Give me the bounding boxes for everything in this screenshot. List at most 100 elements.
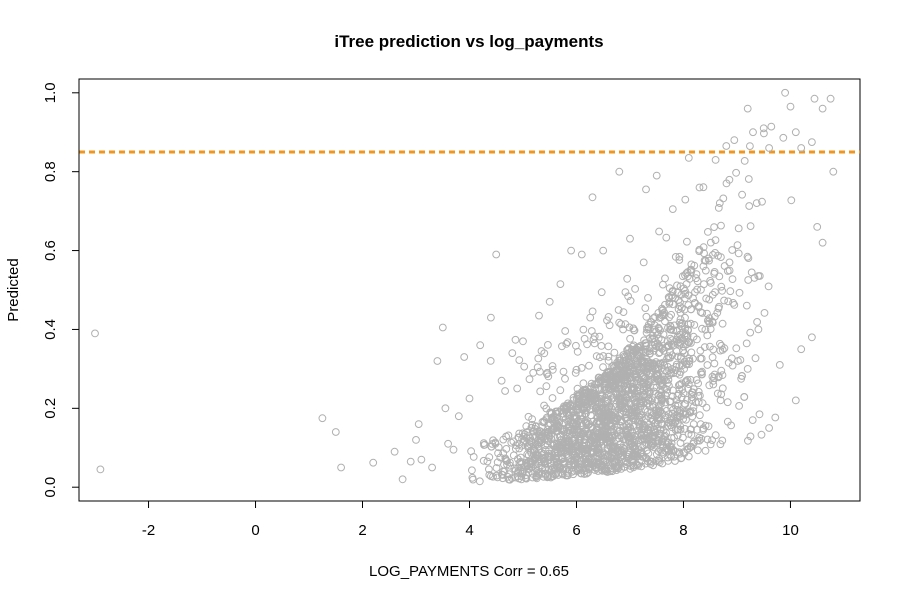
data-point <box>677 354 685 363</box>
data-point <box>699 243 708 252</box>
data-point <box>657 359 665 368</box>
data-point <box>558 454 567 463</box>
data-point <box>738 372 746 380</box>
data-point <box>515 440 524 449</box>
data-point <box>654 324 663 333</box>
data-point <box>652 450 661 459</box>
data-point <box>571 448 580 457</box>
data-point <box>661 446 670 455</box>
data-point <box>716 440 725 449</box>
data-point <box>544 437 553 446</box>
data-point <box>635 375 644 384</box>
data-point <box>575 436 584 445</box>
data-point <box>642 328 651 337</box>
data-point <box>543 428 552 436</box>
data-point <box>791 396 800 405</box>
data-point <box>524 464 533 473</box>
data-point <box>703 331 712 340</box>
data-point <box>684 154 693 162</box>
data-point <box>717 221 725 230</box>
data-point <box>369 458 378 467</box>
data-point <box>604 342 613 351</box>
data-point <box>543 441 552 450</box>
data-point <box>699 183 708 192</box>
data-point <box>575 439 584 448</box>
data-point <box>657 391 666 400</box>
data-point <box>575 397 584 406</box>
data-point <box>743 365 752 373</box>
data-point <box>417 455 426 464</box>
data-point <box>555 408 564 416</box>
data-point <box>621 385 630 394</box>
data-point <box>596 386 604 395</box>
data-point <box>681 410 690 419</box>
data-point <box>709 251 717 259</box>
data-point <box>684 320 693 329</box>
data-point <box>711 236 720 245</box>
data-point <box>753 318 761 326</box>
data-point <box>614 463 623 472</box>
data-point <box>651 419 660 428</box>
data-point <box>616 431 625 440</box>
data-point <box>582 469 591 478</box>
data-point <box>659 280 667 289</box>
data-point <box>637 457 646 466</box>
data-point <box>603 316 611 325</box>
data-point <box>613 358 622 367</box>
data-point <box>668 392 677 401</box>
data-point <box>735 402 743 410</box>
x-tick-label: 0 <box>251 522 259 539</box>
data-point <box>690 321 699 329</box>
data-point <box>746 222 755 231</box>
data-point <box>663 342 672 351</box>
data-point <box>657 397 666 405</box>
data-point <box>581 389 590 397</box>
data-point <box>648 334 657 343</box>
data-point <box>499 467 508 476</box>
data-point <box>511 335 520 344</box>
data-point <box>532 472 541 481</box>
data-point <box>631 444 639 453</box>
data-point <box>523 450 532 459</box>
data-point <box>711 431 720 440</box>
data-point <box>656 429 665 438</box>
data-point <box>657 419 665 428</box>
data-point <box>684 326 692 334</box>
data-point <box>786 102 795 111</box>
data-point <box>562 401 571 410</box>
data-point <box>742 301 751 310</box>
data-point <box>502 457 511 465</box>
data-point <box>555 418 564 427</box>
data-point <box>587 389 595 398</box>
data-point <box>535 426 544 435</box>
data-point <box>499 435 508 444</box>
data-point <box>829 167 838 176</box>
data-point <box>331 428 340 436</box>
data-point <box>641 382 650 391</box>
data-point <box>607 431 615 440</box>
data-point <box>626 348 634 357</box>
data-point <box>649 314 658 323</box>
data-point <box>668 365 676 373</box>
data-point <box>746 142 754 151</box>
data-point <box>599 246 608 255</box>
data-point <box>559 367 568 376</box>
data-point <box>676 298 684 307</box>
data-point <box>675 256 684 264</box>
data-point <box>670 337 679 346</box>
data-point <box>730 136 739 145</box>
data-point <box>676 302 684 311</box>
data-point <box>668 336 677 345</box>
data-point <box>655 227 663 236</box>
data-point <box>708 353 717 362</box>
data-point <box>569 419 578 428</box>
data-point <box>604 395 613 404</box>
data-point <box>554 440 563 449</box>
data-point <box>555 462 563 471</box>
data-point <box>604 408 613 417</box>
y-axis: 0.0 0.2 0.4 0.6 0.8 1.0 <box>42 82 80 498</box>
data-point <box>649 403 658 412</box>
data-point <box>564 469 572 478</box>
data-point <box>597 409 605 418</box>
data-point <box>697 368 705 377</box>
